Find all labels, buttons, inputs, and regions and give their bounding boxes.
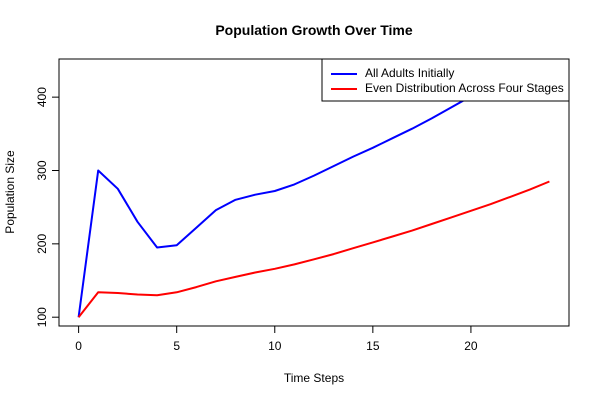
legend-label: Even Distribution Across Four Stages bbox=[365, 81, 564, 95]
y-tick-label: 100 bbox=[35, 307, 49, 327]
x-tick-label: 10 bbox=[268, 339, 282, 353]
legend-label: All Adults Initially bbox=[365, 66, 454, 80]
y-tick-label: 400 bbox=[35, 87, 49, 107]
chart-title: Population Growth Over Time bbox=[215, 22, 413, 38]
x-axis-label: Time Steps bbox=[284, 371, 344, 385]
y-tick-label: 300 bbox=[35, 160, 49, 180]
y-axis: 100 200 300 400 bbox=[35, 87, 60, 327]
y-tick-label: 200 bbox=[35, 234, 49, 254]
legend-box bbox=[321, 58, 570, 102]
y-axis-label: Population Size bbox=[3, 150, 17, 234]
series-line-2 bbox=[77, 180, 550, 318]
x-axis: 0 5 10 15 20 bbox=[75, 325, 478, 353]
x-tick-label: 15 bbox=[366, 339, 380, 353]
x-tick-label: 5 bbox=[173, 339, 180, 353]
x-tick-label: 0 bbox=[75, 339, 82, 353]
x-tick-label: 20 bbox=[464, 339, 478, 353]
